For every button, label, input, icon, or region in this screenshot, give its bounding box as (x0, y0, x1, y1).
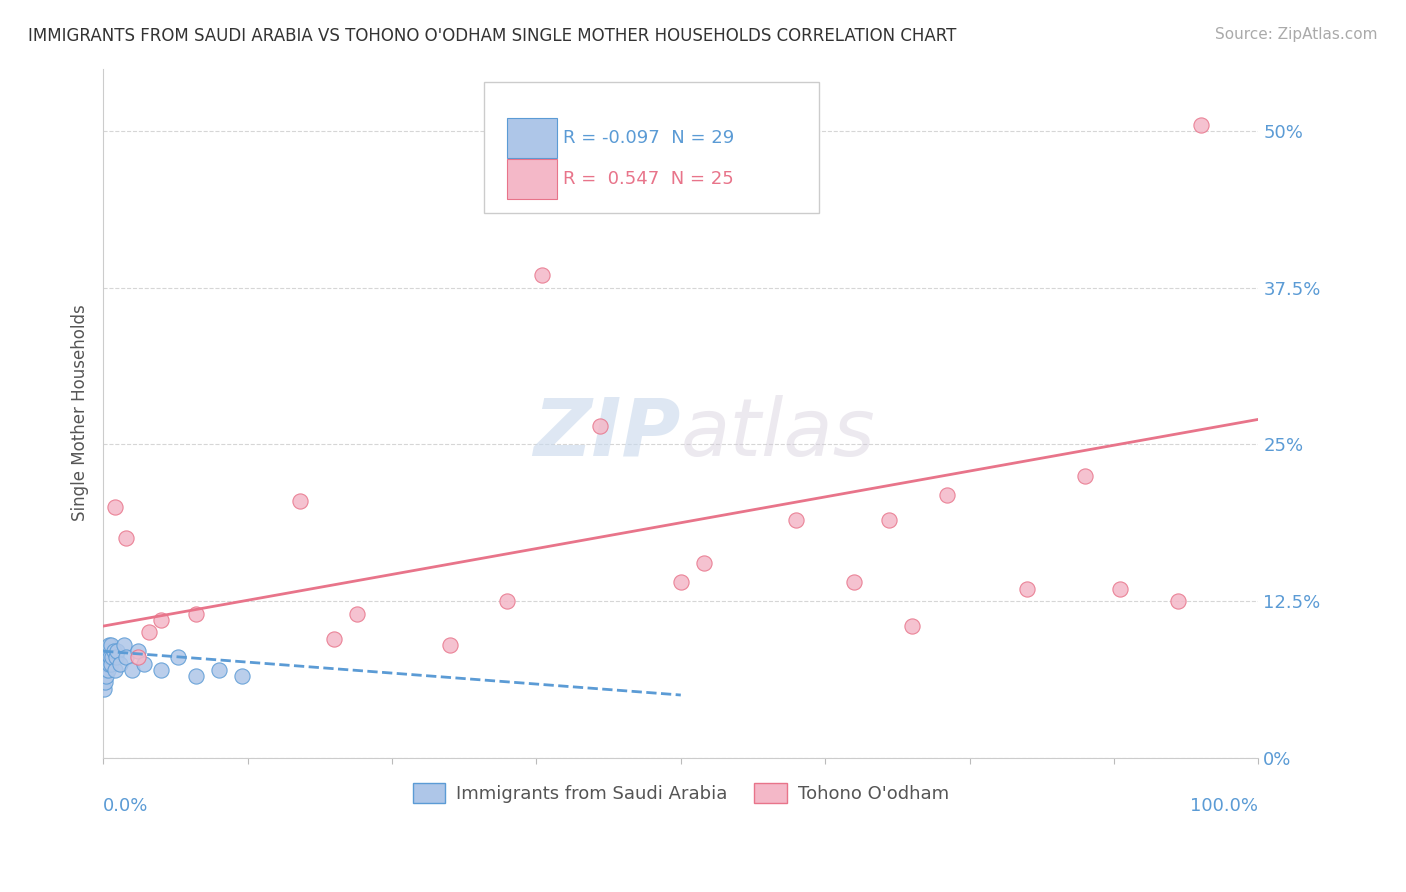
Point (96, 650, 118, 665)
Text: Source: ZipAtlas.com: Source: ZipAtlas.com (1215, 27, 1378, 42)
Point (103, 644, 125, 658)
Y-axis label: Single Mother Households: Single Mother Households (72, 305, 89, 522)
Point (97, 644, 120, 658)
Point (589, 418, 612, 433)
Text: R = -0.097  N = 29: R = -0.097 N = 29 (562, 129, 734, 147)
Point (1074, 468, 1097, 483)
Point (693, 557, 716, 571)
Point (184, 607, 207, 621)
Point (121, 663, 143, 677)
Point (97, 638, 120, 652)
Point (94, 669, 117, 683)
Point (101, 650, 124, 665)
Point (98, 657, 121, 671)
Point (100, 657, 122, 671)
Point (104, 650, 127, 665)
Point (97, 663, 120, 677)
Legend: Immigrants from Saudi Arabia, Tohono O'odham: Immigrants from Saudi Arabia, Tohono O'o… (405, 775, 956, 811)
FancyBboxPatch shape (485, 82, 820, 213)
Point (877, 513, 900, 527)
Text: ZIP: ZIP (533, 395, 681, 473)
Point (842, 575, 865, 590)
Point (323, 632, 346, 646)
Point (104, 500, 127, 514)
Point (96, 657, 118, 671)
Point (1189, 118, 1212, 132)
Point (93, 681, 115, 696)
Point (935, 487, 957, 501)
Point (346, 607, 368, 621)
Point (288, 493, 311, 508)
Point (105, 644, 128, 658)
Point (132, 657, 155, 671)
Point (110, 657, 132, 671)
Point (94, 663, 117, 677)
Point (149, 613, 172, 627)
Point (100, 638, 122, 652)
Point (167, 650, 190, 665)
Point (98, 650, 121, 665)
Point (208, 663, 231, 677)
FancyBboxPatch shape (508, 118, 557, 158)
Point (785, 513, 807, 527)
Point (531, 268, 554, 283)
Point (439, 638, 461, 652)
Point (149, 663, 172, 677)
Point (115, 650, 138, 665)
Point (184, 669, 207, 683)
Point (104, 663, 127, 677)
Point (127, 644, 149, 658)
Text: 100.0%: 100.0% (1191, 797, 1258, 814)
Point (127, 650, 149, 665)
Point (901, 619, 924, 633)
FancyBboxPatch shape (508, 160, 557, 200)
Point (669, 575, 692, 590)
Point (115, 532, 138, 546)
Text: 0.0%: 0.0% (103, 797, 149, 814)
Point (138, 625, 160, 640)
Point (1017, 582, 1039, 596)
Point (496, 594, 519, 608)
Point (112, 638, 135, 652)
Point (231, 669, 253, 683)
Point (1108, 582, 1130, 596)
Text: atlas: atlas (681, 395, 876, 473)
Point (94, 675, 117, 690)
Point (1167, 594, 1189, 608)
Text: R =  0.547  N = 25: R = 0.547 N = 25 (562, 170, 734, 188)
Text: IMMIGRANTS FROM SAUDI ARABIA VS TOHONO O'ODHAM SINGLE MOTHER HOUSEHOLDS CORRELAT: IMMIGRANTS FROM SAUDI ARABIA VS TOHONO O… (28, 27, 956, 45)
